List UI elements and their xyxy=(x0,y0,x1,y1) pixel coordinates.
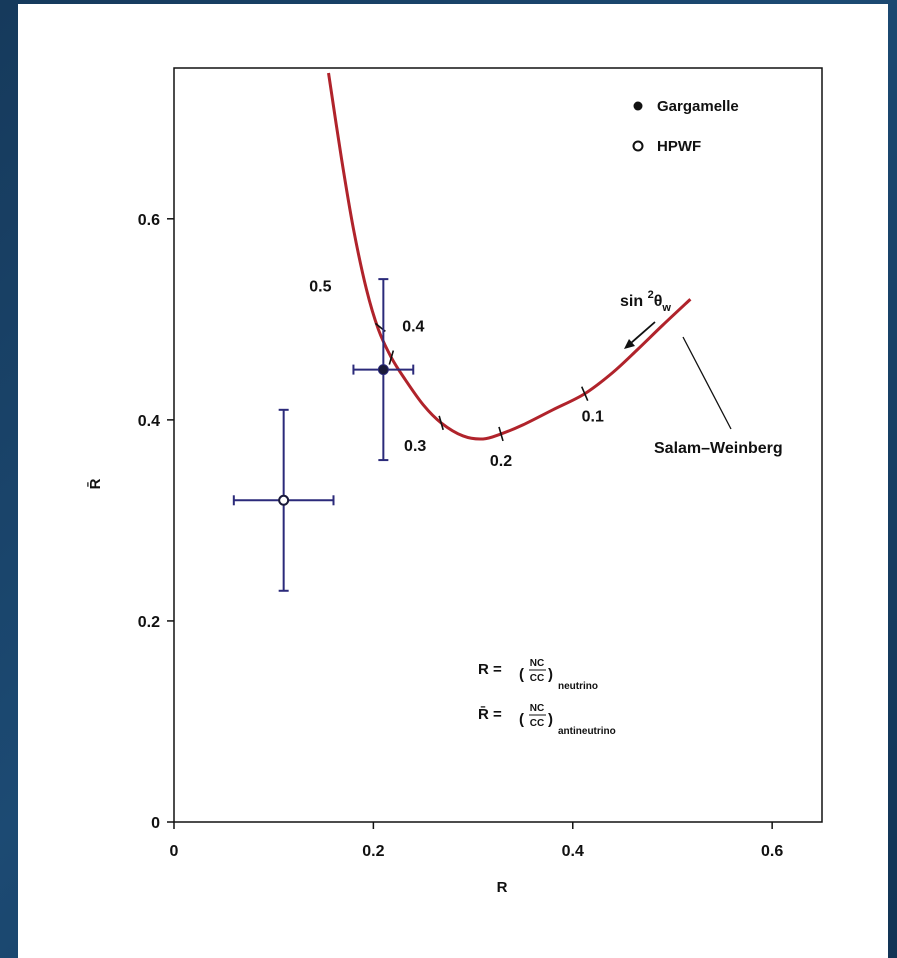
legend-marker-hpwf xyxy=(632,140,644,152)
salam-weinberg-curve xyxy=(327,72,692,441)
parameter-label: sin 2θw xyxy=(620,289,671,314)
formula-r: R = ( NC CC ) neutrino xyxy=(478,658,598,692)
curve-marker-label: 0.1 xyxy=(582,409,604,426)
y-tick-label: 0.2 xyxy=(138,614,160,631)
formula-rbar-den: CC xyxy=(530,718,544,729)
formula-r-den: CC xyxy=(530,673,544,684)
y-tick-label: 0.6 xyxy=(138,212,160,229)
x-axis-label: R xyxy=(497,879,508,896)
data-point-gargamelle xyxy=(377,364,389,376)
x-tick-label: 0 xyxy=(170,843,179,860)
formula-r-paren-left: ( xyxy=(519,666,524,683)
parameter-arrow-line xyxy=(630,321,656,344)
formula-rbar: R̄ = ( NC CC ) antineutrino xyxy=(478,703,616,737)
legend-marker-gargamelle xyxy=(633,101,643,111)
curve-marker-tick xyxy=(388,350,395,365)
curve-name-label: Salam–Weinberg xyxy=(654,440,783,457)
formula-r-subscript: neutrino xyxy=(558,681,598,692)
y-tick-label: 0.4 xyxy=(138,413,160,430)
x-tick-label: 0.4 xyxy=(562,843,584,860)
curve-marker-label: 0.5 xyxy=(309,278,331,295)
y-tick-label: 0 xyxy=(151,815,160,832)
plot-frame xyxy=(173,67,823,823)
formula-r-paren-right: ) xyxy=(548,666,553,683)
data-point-hpwf xyxy=(278,494,290,506)
parameter-arrow-head xyxy=(624,339,635,349)
y-axis-label: R̄ xyxy=(86,478,104,489)
x-tick-label: 0.6 xyxy=(761,843,783,860)
curve-label-leader xyxy=(682,336,732,430)
legend-label-gargamelle: Gargamelle xyxy=(657,98,739,115)
formula-r-num: NC xyxy=(530,658,544,669)
formula-rbar-paren-right: ) xyxy=(548,711,553,728)
formula-rbar-subscript: antineutrino xyxy=(558,726,616,737)
curve-marker-tick xyxy=(580,386,589,402)
formula-r-lhs: R = xyxy=(478,661,502,678)
legend-label-hpwf: HPWF xyxy=(657,138,701,155)
curve-marker-tick xyxy=(498,426,504,442)
curve-marker-tick xyxy=(438,415,444,431)
formula-rbar-lhs: R̄ = xyxy=(478,705,502,723)
x-tick-label: 0.2 xyxy=(362,843,384,860)
formula-rbar-paren-left: ( xyxy=(519,711,524,728)
curve-marker-label: 0.3 xyxy=(404,438,426,455)
formula-rbar-num: NC xyxy=(530,703,544,714)
curve-marker-label: 0.2 xyxy=(490,453,512,470)
chart-panel xyxy=(18,4,888,958)
curve-marker-label: 0.4 xyxy=(402,319,424,336)
